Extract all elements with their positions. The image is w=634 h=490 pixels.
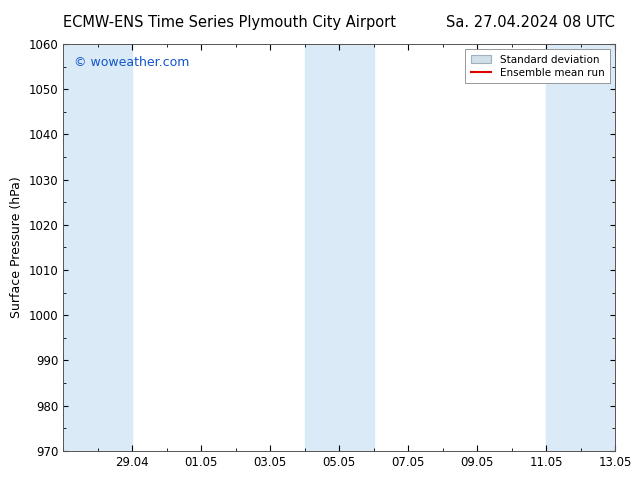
Bar [63,44,133,451]
Text: Sa. 27.04.2024 08 UTC: Sa. 27.04.2024 08 UTC [446,15,615,30]
Legend: Standard deviation, Ensemble mean run: Standard deviation, Ensemble mean run [465,49,610,83]
Y-axis label: Surface Pressure (hPa): Surface Pressure (hPa) [10,176,23,318]
Text: ECMW-ENS Time Series Plymouth City Airport: ECMW-ENS Time Series Plymouth City Airpo… [63,15,396,30]
Bar [305,44,373,451]
Text: © woweather.com: © woweather.com [74,56,190,69]
Bar [546,44,615,451]
